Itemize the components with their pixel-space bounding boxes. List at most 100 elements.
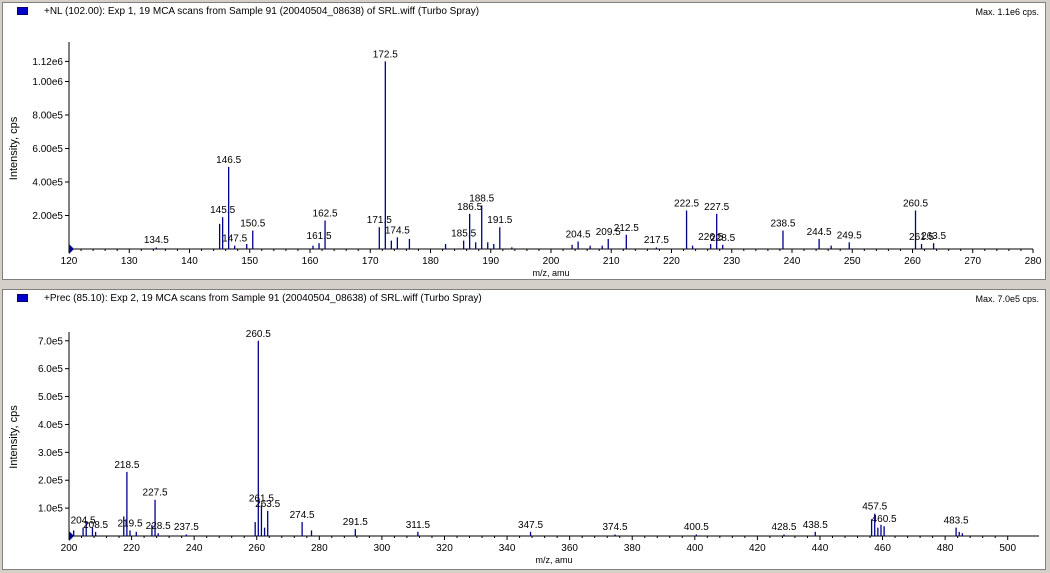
x-tick-label: 170 <box>362 256 379 267</box>
peak-label: 212.5 <box>614 223 639 234</box>
x-tick-label: 460 <box>874 543 891 554</box>
peak-label: 172.5 <box>373 49 398 60</box>
panel-title: +NL (102.00): Exp 1, 19 MCA scans from S… <box>44 6 480 17</box>
y-tick-label: 7.0e5 <box>38 336 63 347</box>
nl-spectrum-chart[interactable]: 120 130 140 150 160 170 180 190 200 210 220 230 240 2… <box>3 3 1045 279</box>
x-tick-label: 220 <box>123 543 140 554</box>
x-tick-label: 200 <box>61 543 78 554</box>
peak-label: 374.5 <box>603 522 628 533</box>
y-axis-title: Intensity, cps <box>8 405 20 469</box>
prec-spectrum-chart[interactable]: 200 220 240 260 280 300 320 340 360 380 400 420 440 4… <box>3 290 1045 569</box>
y-tick-label: 6.0e5 <box>38 364 63 375</box>
x-tick-label: 250 <box>844 256 861 267</box>
peak-label: 174.5 <box>385 225 410 236</box>
y-tick-label: 8.00e5 <box>32 111 63 122</box>
peak-label: 185.5 <box>451 229 476 240</box>
y-tick-label: 4.00e5 <box>32 178 63 189</box>
peak-label: 222.5 <box>674 198 699 209</box>
x-tick-label: 360 <box>561 543 578 554</box>
x-tick-label: 120 <box>61 256 78 267</box>
spectrum-panel-nl: +NL (102.00): Exp 1, 19 MCA scans from S… <box>2 2 1046 280</box>
origin-marker <box>69 244 74 254</box>
x-tick-label: 230 <box>723 256 740 267</box>
y-tick-label: 3.0e5 <box>38 448 63 459</box>
x-tick-label: 320 <box>436 543 453 554</box>
peak-label: 249.5 <box>837 230 862 241</box>
peak-label: 400.5 <box>684 522 709 533</box>
x-tick-label: 500 <box>999 543 1016 554</box>
peak-label: 237.5 <box>174 522 199 533</box>
y-tick-label: 1.00e6 <box>32 77 63 88</box>
panel-title: +Prec (85.10): Exp 2, 19 MCA scans from … <box>44 293 482 304</box>
x-tick-label: 140 <box>181 256 198 267</box>
y-tick-label: 5.0e5 <box>38 392 63 403</box>
x-tick-label: 240 <box>784 256 801 267</box>
y-tick-label: 1.0e5 <box>38 504 63 515</box>
x-tick-label: 270 <box>964 256 981 267</box>
y-tick-label: 2.0e5 <box>38 476 63 487</box>
y-tick-label: 2.00e5 <box>32 211 63 222</box>
peak-label: 483.5 <box>944 516 969 527</box>
peak-label: 218.5 <box>114 460 139 471</box>
x-tick-label: 150 <box>241 256 258 267</box>
peak-label: 227.5 <box>704 202 729 213</box>
peak-label: 457.5 <box>862 502 887 513</box>
trace-color-marker[interactable] <box>17 7 28 15</box>
x-tick-label: 400 <box>686 543 703 554</box>
peak-label: 261.5 <box>249 493 274 504</box>
peak-label: 428.5 <box>771 522 796 533</box>
x-tick-label: 210 <box>603 256 620 267</box>
y-axis-title: Intensity, cps <box>8 116 20 180</box>
peak-label: 460.5 <box>872 514 897 525</box>
origin-marker <box>69 531 74 541</box>
peak-label: 171.5 <box>367 215 392 226</box>
peak-label: 311.5 <box>406 520 431 531</box>
peak-label: 145.5 <box>210 205 235 216</box>
x-tick-label: 260 <box>248 543 265 554</box>
peak-label: 260.5 <box>246 329 271 340</box>
y-tick-label: 6.00e5 <box>32 144 63 155</box>
x-tick-label: 420 <box>749 543 766 554</box>
peak-label: 209.5 <box>596 227 621 238</box>
y-tick-label: 1.12e6 <box>32 57 63 68</box>
peak-label: 261.5 <box>909 232 934 243</box>
peak-label: 204.5 <box>71 516 96 527</box>
x-tick-label: 200 <box>543 256 560 267</box>
peak-label: 150.5 <box>240 219 265 230</box>
x-tick-label: 440 <box>812 543 829 554</box>
x-tick-label: 220 <box>663 256 680 267</box>
peak-label: 208.5 <box>83 520 108 531</box>
x-tick-label: 380 <box>624 543 641 554</box>
peak-label: 228.5 <box>146 521 171 532</box>
peak-label: 260.5 <box>903 198 928 209</box>
peak-label: 134.5 <box>144 235 169 246</box>
trace-color-marker[interactable] <box>17 294 28 302</box>
peak-label: 291.5 <box>343 517 368 528</box>
x-tick-label: 190 <box>482 256 499 267</box>
y-tick-label: 4.0e5 <box>38 420 63 431</box>
x-tick-label: 180 <box>422 256 439 267</box>
peak-label: 219.5 <box>118 518 143 529</box>
peak-label: 188.5 <box>469 193 494 204</box>
peak-label: 227.5 <box>143 488 168 499</box>
peak-label: 238.5 <box>770 219 795 230</box>
peak-label: 161.5 <box>307 231 332 242</box>
x-tick-label: 130 <box>121 256 138 267</box>
x-tick-label: 480 <box>937 543 954 554</box>
peak-label: 146.5 <box>216 155 241 166</box>
x-tick-label: 340 <box>499 543 516 554</box>
peak-label: 162.5 <box>313 209 338 220</box>
peak-label: 228.5 <box>710 233 735 244</box>
x-tick-label: 260 <box>904 256 921 267</box>
peak-label: 263.5 <box>255 499 280 510</box>
peak-label: 204.5 <box>566 229 591 240</box>
peak-label: 347.5 <box>518 520 543 531</box>
peak-label: 244.5 <box>807 227 832 238</box>
peak-label: 217.5 <box>644 235 669 246</box>
peak-label: 263.5 <box>921 231 946 242</box>
peak-label: 147.5 <box>222 234 247 245</box>
x-tick-label: 280 <box>1025 256 1042 267</box>
peak-label: 274.5 <box>290 510 315 521</box>
x-tick-label: 300 <box>374 543 391 554</box>
max-intensity-label: Max. 1.1e6 cps. <box>975 7 1039 17</box>
